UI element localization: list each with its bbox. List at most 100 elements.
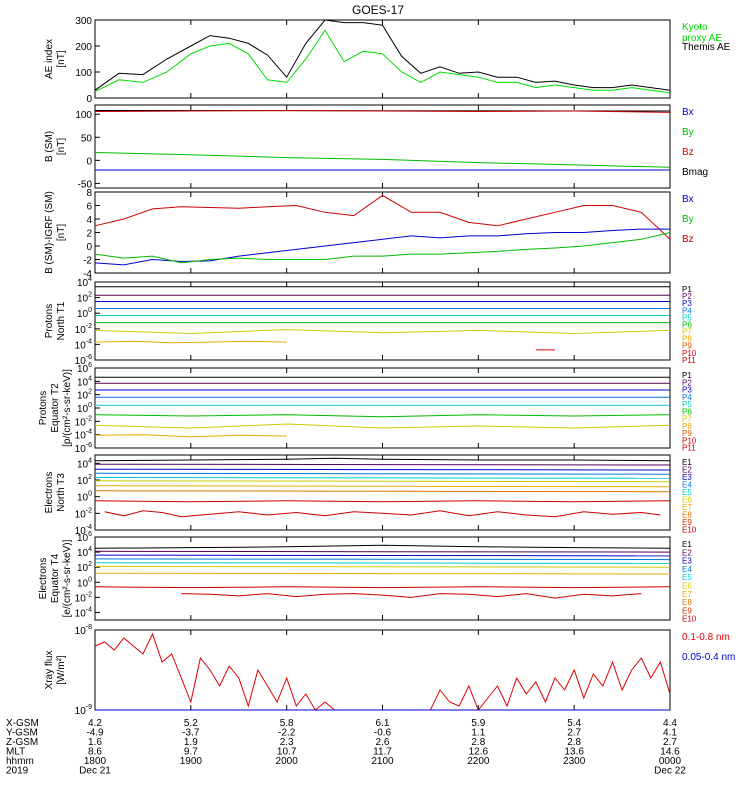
y-tick-label: 100 [77,402,92,415]
y-tick-exponent: 4 [88,375,92,382]
y-axis-label: Electrons [44,472,55,514]
y-tick-label: 100 [77,307,92,320]
legend-entry: E4 [682,565,692,574]
footer-row-label: 2019 [6,766,29,777]
footer-value: 4.1 [663,728,677,739]
legend-entry: E10 [682,615,697,624]
legend-entry: E7 [682,503,692,512]
footer-value: 2.8 [567,737,581,748]
legend-entry: P7 [682,328,692,337]
footer-value: -0.6 [374,728,392,739]
legend-entry: Bz [682,147,694,158]
y-axis-label: [W/m²] [56,655,67,685]
y-tick-exponent: -4 [86,429,92,436]
series-line-0-1-0-8-nm [94,632,671,711]
footer-value: 1900 [180,756,203,767]
legend-entry: P11 [682,444,696,453]
y-tick-label: 10-2 [75,415,92,428]
y-axis-label: Protons [38,391,49,425]
y-tick-label: 50 [81,133,93,144]
footer-value: 13.6 [564,747,584,758]
legend-entry: P5 [682,400,692,409]
legend-entry: P2 [682,378,692,387]
y-axis-label: [nT] [56,138,67,155]
y-axis-label: Xray flux [44,651,55,690]
legend-entry: P11 [682,356,696,365]
footer-value: 9.7 [184,747,198,758]
footer-value: 2.7 [663,737,677,748]
y-tick-exponent: 6 [88,531,92,538]
legend-entry: E3 [682,473,692,482]
y-tick-label: 100 [77,491,92,504]
legend-entry: Bx [682,107,694,118]
y-tick-exponent: 6 [88,362,92,369]
y-tick-exponent: -9 [86,704,92,711]
panel-3: -4 -2 0 2 4 6 8 B (SM)-IGRF (SM) [nT] Bx By Bz [44,188,694,280]
legend-entry: P3 [682,299,692,308]
footer-value: 5.4 [567,718,581,729]
series-line-e4 [94,472,671,475]
series-line-e5 [94,562,671,564]
y-axis-label: [e/(cm²-s-sr-keV)] [62,539,73,617]
y-axis-label: North T1 [56,301,67,340]
y-axis-label: North T3 [56,473,67,512]
legend-entry: E5 [682,573,692,582]
series-line-p8 [94,434,287,438]
legend-entry: P4 [682,306,692,315]
footer-value: 2.8 [471,737,485,748]
legend-entry: Themis AE [682,42,731,53]
y-tick-label: 200 [75,42,92,53]
series-line-e7 [94,572,671,575]
y-tick-exponent: -2 [86,591,92,598]
series-line-e6 [94,480,671,483]
y-tick-exponent: 4 [88,457,92,464]
legend-entry: P7 [682,415,692,424]
y-tick-exponent: 0 [88,402,92,409]
series-line-e4 [94,558,671,561]
y-tick-label: 10-4 [75,429,92,442]
footer-value: 2200 [467,756,490,767]
series-line-e1 [94,544,671,549]
footer-value: 11.7 [373,747,392,758]
series-line-p7 [94,329,671,335]
y-axis-label: Electrons [38,558,49,600]
y-tick-label: 104 [77,457,92,470]
series-line-kyoto-proxy-ae [94,29,671,94]
legend-entry: P5 [682,313,692,322]
legend-entry: 0.1-0.8 nm [682,632,730,643]
footer-value: 1.1 [471,728,485,739]
y-tick-label: 10-4 [75,338,92,351]
legend-entry: E5 [682,488,692,497]
panel-frame [94,104,671,189]
legend-entry: Bx [682,194,694,205]
y-tick-exponent: 0 [88,576,92,583]
series-line-e9 [94,586,671,589]
legend-entry: E1 [682,458,692,467]
footer-value: 2.7 [567,728,581,739]
series-line-e5 [94,477,671,479]
legend-entry: P9 [682,429,692,438]
legend-entry: Bz [682,234,694,245]
legend-entry: E9 [682,606,692,615]
legend-entry: P9 [682,342,692,351]
y-tick-label: 100 [75,68,92,79]
series-line-p6 [94,414,671,418]
y-tick-exponent: -2 [86,323,92,330]
y-axis-label: Protons [44,304,55,338]
legend-entry: P6 [682,320,692,329]
legend-entry: E9 [682,518,692,527]
footer-row-label: Y-GSM [6,728,38,739]
series-line-bx [94,228,670,266]
footer-value: 2100 [371,756,394,767]
legend-entry: P10 [682,436,697,445]
ephemeris-footer: X-GSMY-GSMZ-GSMMLThhmm20194.2-4.91.68.61… [6,718,686,777]
y-tick-label: 10-2 [75,507,92,520]
panel-2: -50 0 50 100 B (SM) [nT] Bx By Bz Bmag [44,104,708,190]
y-tick-label: 104 [77,375,92,388]
panel-frame [94,281,671,361]
y-tick-exponent: 2 [88,389,92,396]
